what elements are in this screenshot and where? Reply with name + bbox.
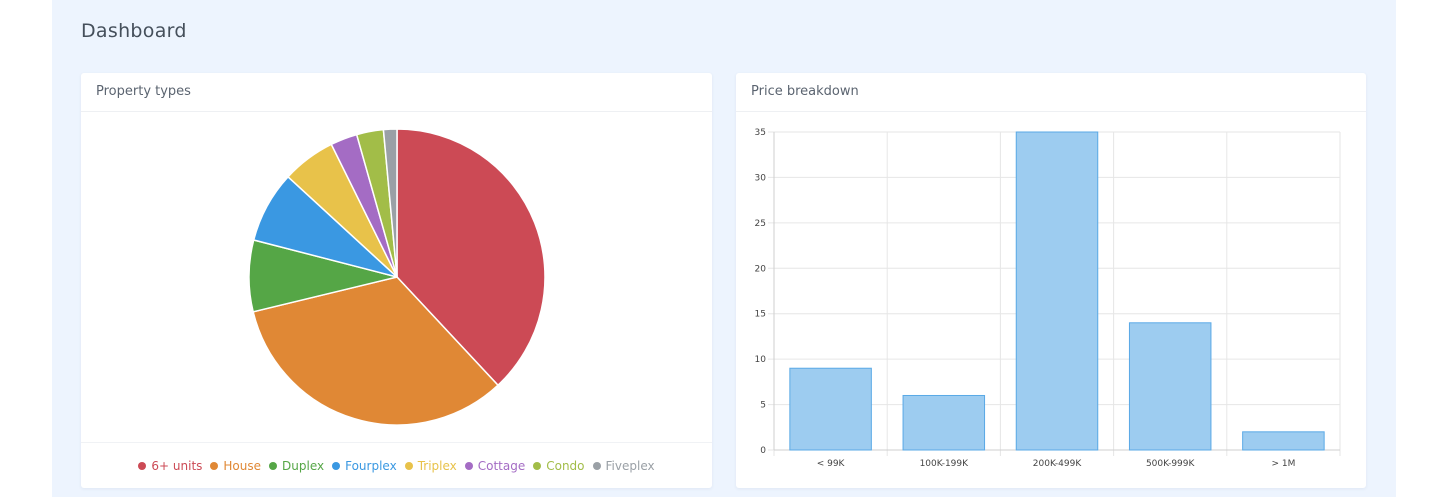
price-breakdown-bar-chart: 0 5 10 15 20 25 30 35 < 99K 100K-199K 200K-499K 500… (755, 128, 1341, 469)
legend-item-duplex[interactable]: Duplex (269, 459, 324, 473)
legend-label: Fiveplex (605, 459, 655, 473)
property-types-card-title: Property types (81, 73, 712, 112)
legend-item-cottage[interactable]: Cottage (464, 459, 526, 473)
y-tick-label: 35 (755, 128, 766, 138)
y-tick-label: 20 (755, 264, 767, 274)
bar-500k-999k[interactable] (1128, 322, 1212, 451)
y-tick-label: 0 (760, 446, 766, 456)
legend-item-triplex[interactable]: Triplex (404, 459, 457, 473)
bar-100k-199k[interactable] (902, 394, 986, 451)
page-title: Dashboard (81, 20, 187, 42)
legend-dot (332, 462, 341, 470)
legend-label: Condo (546, 459, 585, 473)
legend-label: Cottage (477, 459, 526, 473)
x-tick-label: < 99K (817, 459, 846, 469)
legend-item-condo[interactable]: Condo (533, 459, 585, 473)
x-tick-label: 100K-199K (920, 459, 970, 469)
pie-slice-6-units[interactable] (396, 128, 546, 387)
legend-dot (210, 462, 219, 470)
legend-label: Triplex (417, 459, 457, 473)
y-tick-label: 30 (755, 173, 767, 183)
legend-dot (138, 462, 147, 470)
property-types-card: Property types 6+ units House Duplex Fourpl… (81, 73, 712, 488)
legend-label: House (223, 459, 262, 473)
legend-dot (464, 462, 473, 470)
y-tick-label: 15 (755, 310, 766, 320)
y-tick-label: 10 (755, 355, 767, 365)
bar-99k[interactable] (789, 367, 872, 451)
property-types-pie-chart (248, 128, 546, 426)
legend-item-6-units[interactable]: 6+ units (138, 459, 202, 473)
legend-item-house[interactable]: House (210, 459, 261, 473)
bar-1m[interactable] (1242, 431, 1325, 451)
legend-dot (269, 462, 278, 470)
x-tick-label: 200K-499K (1033, 459, 1083, 469)
bar-200k-499k[interactable] (1015, 131, 1099, 451)
price-breakdown-card-title: Price breakdown (736, 73, 1366, 112)
y-tick-label: 5 (760, 401, 766, 411)
legend-label: Duplex (282, 459, 325, 473)
legend-item-fiveplex[interactable]: Fiveplex (592, 459, 655, 473)
pie-slice-fiveplex[interactable] (382, 128, 398, 278)
x-tick-label: 500K-999K (1146, 459, 1196, 469)
y-tick-label: 25 (755, 219, 766, 229)
pie-slice-house[interactable] (252, 276, 500, 426)
x-tick-label: > 1M (1271, 459, 1295, 469)
pie-legend: 6+ units House Duplex Fourplex Triplex Cottag… (81, 442, 712, 489)
price-breakdown-card: Price breakdown 0 5 10 15 20 25 30 35 < 99K 100K-… (736, 73, 1366, 488)
legend-dot (404, 462, 413, 470)
legend-item-fourplex[interactable]: Fourplex (332, 459, 397, 473)
legend-label: Fourplex (345, 459, 397, 473)
legend-label: 6+ units (151, 459, 203, 473)
legend-dot (592, 462, 601, 470)
legend-dot (533, 462, 542, 470)
